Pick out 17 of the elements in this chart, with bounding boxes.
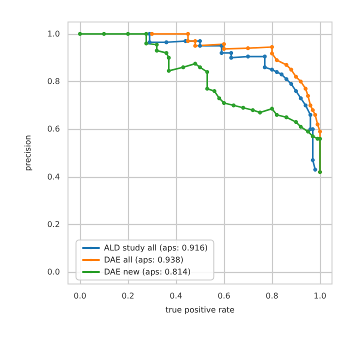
legend-label: ALD study all (aps: 0.916)	[104, 244, 208, 252]
x-tick-label: 0.0	[74, 292, 86, 300]
y-tick-label: 0.8	[47, 77, 60, 86]
x-tick-label: 0.6	[218, 292, 230, 300]
x-tick-label: 0.4	[170, 292, 182, 300]
x-axis-title: true positive rate	[165, 306, 235, 314]
x-tick-label: 0.8	[266, 292, 278, 300]
y-tick-label: 1.0	[47, 29, 60, 38]
y-tick-label: 0.6	[47, 124, 60, 134]
y-tick-label: 0.4	[47, 172, 60, 182]
legend-label: DAE new (aps: 0.814)	[104, 268, 191, 276]
x-tick-label: 1.0	[314, 292, 326, 300]
x-tick-label: 0.2	[122, 292, 134, 300]
legend-label: DAE all (aps: 0.938)	[104, 256, 184, 264]
y-axis-title: precision	[24, 134, 32, 172]
y-tick-label: 0.2	[47, 220, 60, 229]
y-tick-label: 0.0	[47, 268, 60, 277]
